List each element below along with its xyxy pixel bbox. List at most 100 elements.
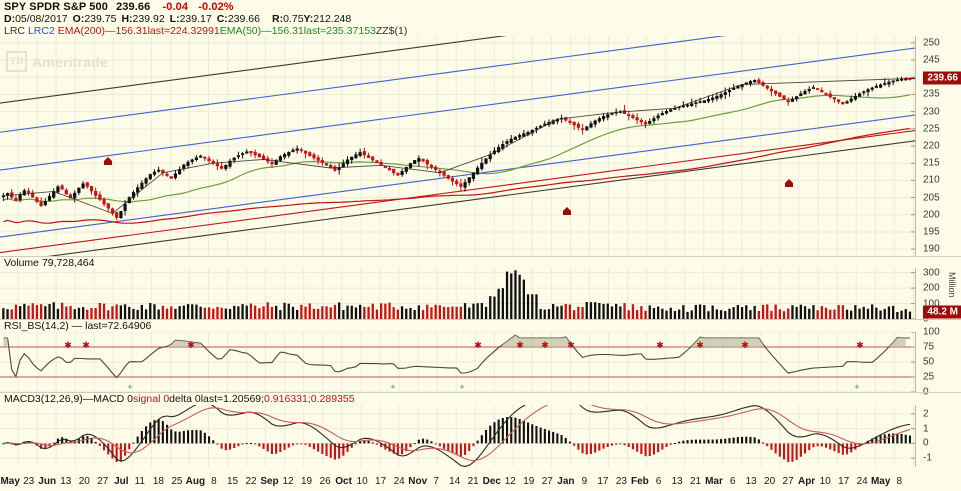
date-axis-month-label: Nov [408,476,428,487]
date-axis-day-label: 14 [449,476,461,487]
high-label: H: [121,13,133,25]
date-axis-day-label: 12 [282,476,294,487]
price-tick: 190 [923,243,940,255]
svg-text:✱: ✱ [541,340,549,350]
date-axis-month-label: Jul [114,476,129,487]
legend-ema200-value: 156.31last=224.32991 [115,25,220,37]
date-axis-month-label: Dec [482,476,501,487]
date-axis-day-label: 17 [597,476,609,487]
axis-divider [915,36,916,256]
date-axis-day-label: 20 [764,476,776,487]
date-axis-day-label: 26 [319,476,331,487]
date-axis-day-label: 27 [782,476,794,487]
rsi-plot-area[interactable]: ✱ ✱ ✱ ✱ ✱ ✱ ✱ ✱ ✱ ✱ ✱ + + + + [0,332,915,392]
svg-text:+: + [390,382,395,392]
svg-text:✱: ✱ [856,340,864,350]
macd-title-delta: delta 0 [169,393,201,405]
date-axis-month-label: Aug [185,476,206,487]
macd-title-v3: 0.289355 [310,393,355,405]
date-axis-day-label: 17 [838,476,850,487]
last-price: 239.66 [116,1,151,13]
chart-header: SPY SPDR S&P 500 239.66 -0.04 -0.02% D:0… [0,0,961,37]
ameritrade-watermark: TD Ameritrade [6,51,108,72]
svg-text:+: + [459,382,464,392]
volume-plot-area[interactable] [0,268,915,319]
svg-text:✱: ✱ [187,340,195,350]
svg-text:✱: ✱ [696,340,704,350]
date-axis-day-label: 17 [375,476,387,487]
date-axis-month-label: May [0,476,20,487]
date-axis-day-label: 24 [856,476,868,487]
date-axis-day-label: 13 [745,476,757,487]
svg-text:✱: ✱ [64,340,72,350]
price-panel[interactable]: 250245240235230225220215210205200195190 … [0,36,961,256]
legend-lrc[interactable]: LRC [4,25,26,37]
close-label: C: [216,13,228,25]
svg-text:✱: ✱ [516,340,524,350]
date-axis-day-label: 21 [467,476,479,487]
macd-panel[interactable]: MACD3(12,26,9)—MACD 0signal 0delta 0last… [0,393,961,474]
date-axis-day-label: 11 [134,476,145,487]
y-value: 212.248 [313,13,352,25]
date-axis-day-label: 24 [393,476,405,487]
date-value: 05/08/2017 [15,13,68,25]
macd-plot-area[interactable] [0,405,915,467]
rsi-tick: 25 [923,371,935,383]
svg-text:✱: ✱ [82,340,90,350]
macd-axis[interactable]: 2 1 0 -1 [915,405,961,467]
studies-legend: LRC LRC2 EMA(200)—156.31last=224.32991EM… [4,25,407,37]
date-axis-day-label: 10 [356,476,368,487]
legend-zigzag[interactable]: ZZ$(1) [375,25,408,37]
price-axis[interactable]: 250245240235230225220215210205200195190 [915,36,961,256]
r-label: R: [272,13,284,25]
svg-text:✱: ✱ [741,340,749,350]
date-label: D: [4,13,16,25]
legend-ema50[interactable]: EMA(50) [219,25,262,37]
legend-ema200[interactable]: EMA(200) [57,25,105,37]
axis-divider [915,405,916,467]
date-axis-month-label: Mar [705,476,723,487]
rsi-axis[interactable]: 1007550250 [915,327,961,398]
date-axis-day-label: 22 [245,476,257,487]
macd-tick: 0 [923,437,929,449]
date-axis-month-label: Apr [797,476,816,487]
date-axis-day-label: 6 [655,476,662,487]
axis-divider [915,332,916,392]
legend-lrc2[interactable]: LRC2 [27,25,55,37]
quote-summary-line: SPY SPDR S&P 500 239.66 -0.04 -0.02% [4,1,234,13]
macd-tick: 1 [923,423,929,435]
macd-title-v2: 0.916331; [264,393,311,405]
price-tick: 245 [923,54,940,66]
rsi-tick: 100 [923,326,940,338]
current-volume-marker: 48.2 M [923,305,961,319]
volume-panel[interactable]: Volume 79,728,464 Million 3002001000 48.… [0,257,961,325]
axis-divider [915,268,916,319]
date-axis[interactable]: May 23 Jun 13 20 27 Jul 11 18 25 Aug 8 15 22 Sep 12 19 26… [0,474,961,491]
svg-text:✱: ✱ [567,340,575,350]
date-axis-day-label: 13 [671,476,683,487]
ema200-dash-icon: — [104,25,116,37]
date-axis-month-label: Jan [557,476,575,487]
date-axis-day-label: 20 [78,476,90,487]
date-axis-month-label: Jun [38,476,57,487]
date-axis-day-label: 19 [300,476,313,487]
symbol-label: SPY SPDR S&P 500 [4,1,108,13]
date-axis-month-label: Sep [260,476,279,487]
y-label: Y: [303,13,314,25]
price-plot-area[interactable] [0,36,915,256]
price-tick: 230 [923,106,940,118]
ema50-dash-icon: — [261,25,272,37]
price-tick: 250 [923,37,940,49]
low-value: 239.17 [179,13,212,25]
volume-unit-label: Million [947,272,957,298]
date-axis-day-label: 9 [581,476,588,487]
price-tick: 195 [923,226,940,238]
date-axis-day-label: 8 [896,476,903,487]
low-label: L: [169,13,180,25]
current-price-marker: 239.66 [923,71,961,85]
panel-divider-macd [0,392,961,393]
date-axis-day-label: 23 [615,476,627,487]
rsi-panel[interactable]: RSI_BS(14,2) — last=72.64906 ✱ ✱ ✱ ✱ ✱ ✱ ✱ ✱ ✱ ✱ ✱… [0,320,961,398]
regression-stats: R:0.75Y:212.248 [272,13,351,25]
